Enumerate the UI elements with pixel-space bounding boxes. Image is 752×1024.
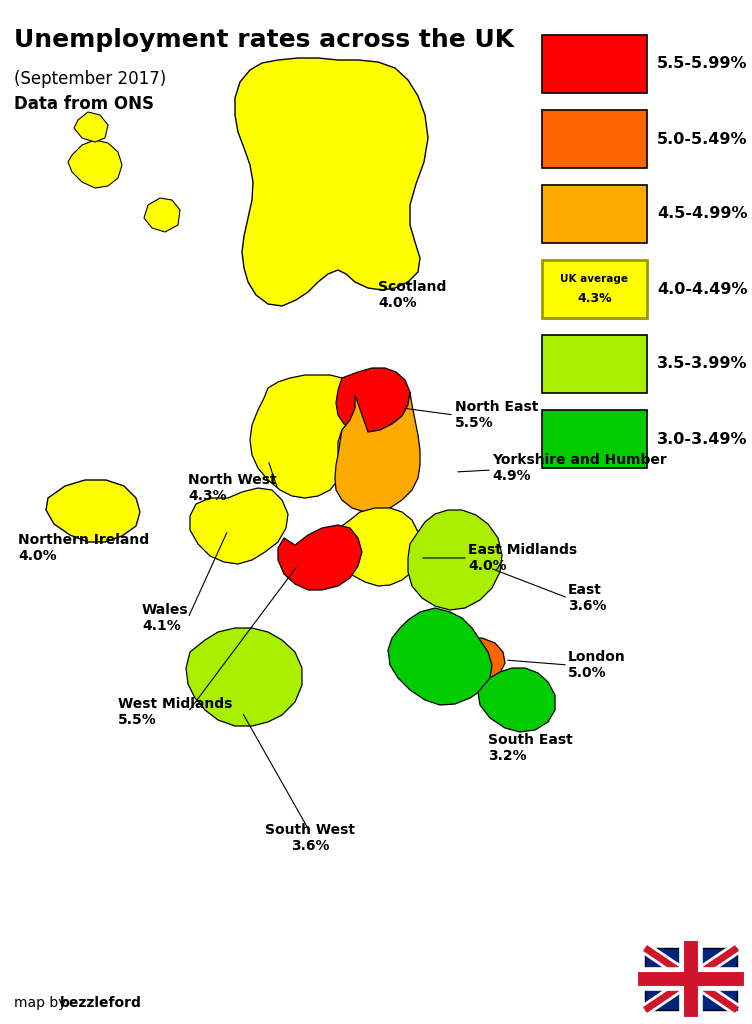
Text: 5.5-5.99%: 5.5-5.99% [657, 56, 747, 72]
Text: bezzleford: bezzleford [60, 996, 142, 1010]
Polygon shape [68, 140, 122, 188]
Text: map by: map by [14, 996, 71, 1010]
Text: North East
5.5%: North East 5.5% [455, 400, 538, 430]
Polygon shape [235, 58, 428, 306]
Polygon shape [190, 488, 288, 564]
Polygon shape [338, 508, 420, 586]
Text: West Midlands
5.5%: West Midlands 5.5% [118, 697, 232, 727]
Text: London
5.0%: London 5.0% [568, 650, 626, 680]
Text: Northern Ireland
4.0%: Northern Ireland 4.0% [18, 532, 149, 563]
Text: Yorkshire and Humber
4.9%: Yorkshire and Humber 4.9% [492, 453, 667, 483]
Polygon shape [388, 608, 492, 705]
Polygon shape [250, 375, 355, 498]
Text: Scotland
4.0%: Scotland 4.0% [378, 280, 447, 310]
Bar [542, 185, 647, 243]
Text: 4.0-4.49%: 4.0-4.49% [657, 282, 747, 297]
Bar [542, 110, 647, 168]
Text: UK average: UK average [560, 274, 629, 284]
Bar [542, 410, 647, 468]
Text: 5.0-5.49%: 5.0-5.49% [657, 131, 747, 146]
Polygon shape [478, 668, 555, 732]
Polygon shape [443, 638, 505, 682]
Text: South East
3.2%: South East 3.2% [488, 733, 573, 763]
Text: East
3.6%: East 3.6% [568, 583, 607, 613]
Polygon shape [46, 480, 140, 542]
Text: 4.3%: 4.3% [578, 293, 612, 305]
Text: North West
4.3%: North West 4.3% [188, 473, 277, 503]
Text: 4.5-4.99%: 4.5-4.99% [657, 207, 747, 221]
Text: Data from ONS: Data from ONS [14, 95, 154, 113]
Text: (September 2017): (September 2017) [14, 70, 166, 88]
Text: Unemployment rates across the UK: Unemployment rates across the UK [14, 28, 514, 52]
Polygon shape [278, 525, 362, 590]
Text: Wales
4.1%: Wales 4.1% [142, 603, 189, 633]
Polygon shape [144, 198, 180, 232]
Bar [542, 335, 647, 393]
Bar [542, 35, 647, 93]
Polygon shape [186, 628, 302, 726]
Text: South West
3.6%: South West 3.6% [265, 823, 355, 853]
Text: East Midlands
4.0%: East Midlands 4.0% [468, 543, 577, 573]
Bar [542, 260, 647, 318]
Polygon shape [74, 112, 108, 142]
Polygon shape [336, 368, 410, 432]
Polygon shape [335, 392, 420, 512]
Text: 3.0-3.49%: 3.0-3.49% [657, 431, 747, 446]
Polygon shape [408, 510, 502, 610]
Bar [645, 948, 737, 1010]
Text: 3.5-3.99%: 3.5-3.99% [657, 356, 747, 372]
